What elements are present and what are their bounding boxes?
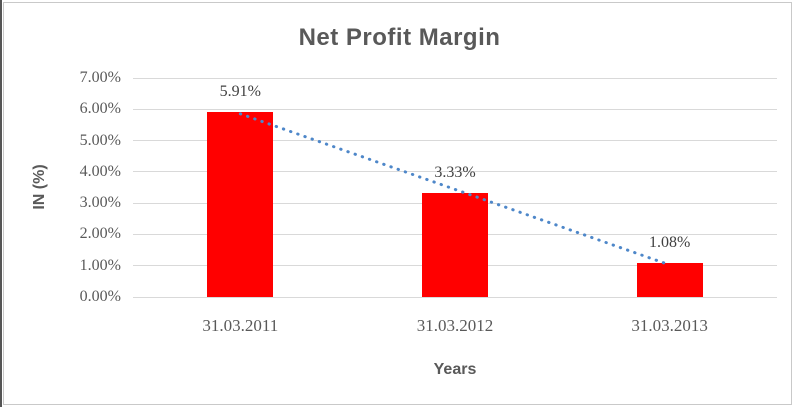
y-tick-label: 2.00% <box>79 225 121 243</box>
bar <box>422 192 488 297</box>
bar <box>636 263 703 297</box>
y-tick-label: 4.00% <box>79 162 121 180</box>
chart-title: Net Profit Margin <box>298 24 501 51</box>
y-tick-label: 0.00% <box>79 288 121 305</box>
window-left-edge <box>0 0 2 407</box>
y-tick-label: 3.00% <box>79 194 121 212</box>
gridline <box>133 77 777 79</box>
y-tick-label: 7.00% <box>79 69 121 86</box>
y-tick-label: 1.00% <box>79 256 121 274</box>
y-axis-title: IN (%) <box>31 164 48 210</box>
y-tick-label: 5.00% <box>79 131 121 149</box>
bar <box>207 112 274 297</box>
gridline <box>133 108 777 110</box>
bar-data-label: 1.08% <box>648 234 691 252</box>
x-category-label: 31.03.2012 <box>416 316 494 335</box>
x-category-label: 31.03.2013 <box>631 316 708 335</box>
x-axis-title: Years <box>433 361 477 378</box>
bar-data-label: 3.33% <box>434 163 476 181</box>
y-tick-label: 6.00% <box>79 100 121 118</box>
x-category-label: 31.03.2011 <box>202 316 279 335</box>
bar-data-label: 5.91% <box>219 83 261 101</box>
gridline <box>133 296 777 298</box>
